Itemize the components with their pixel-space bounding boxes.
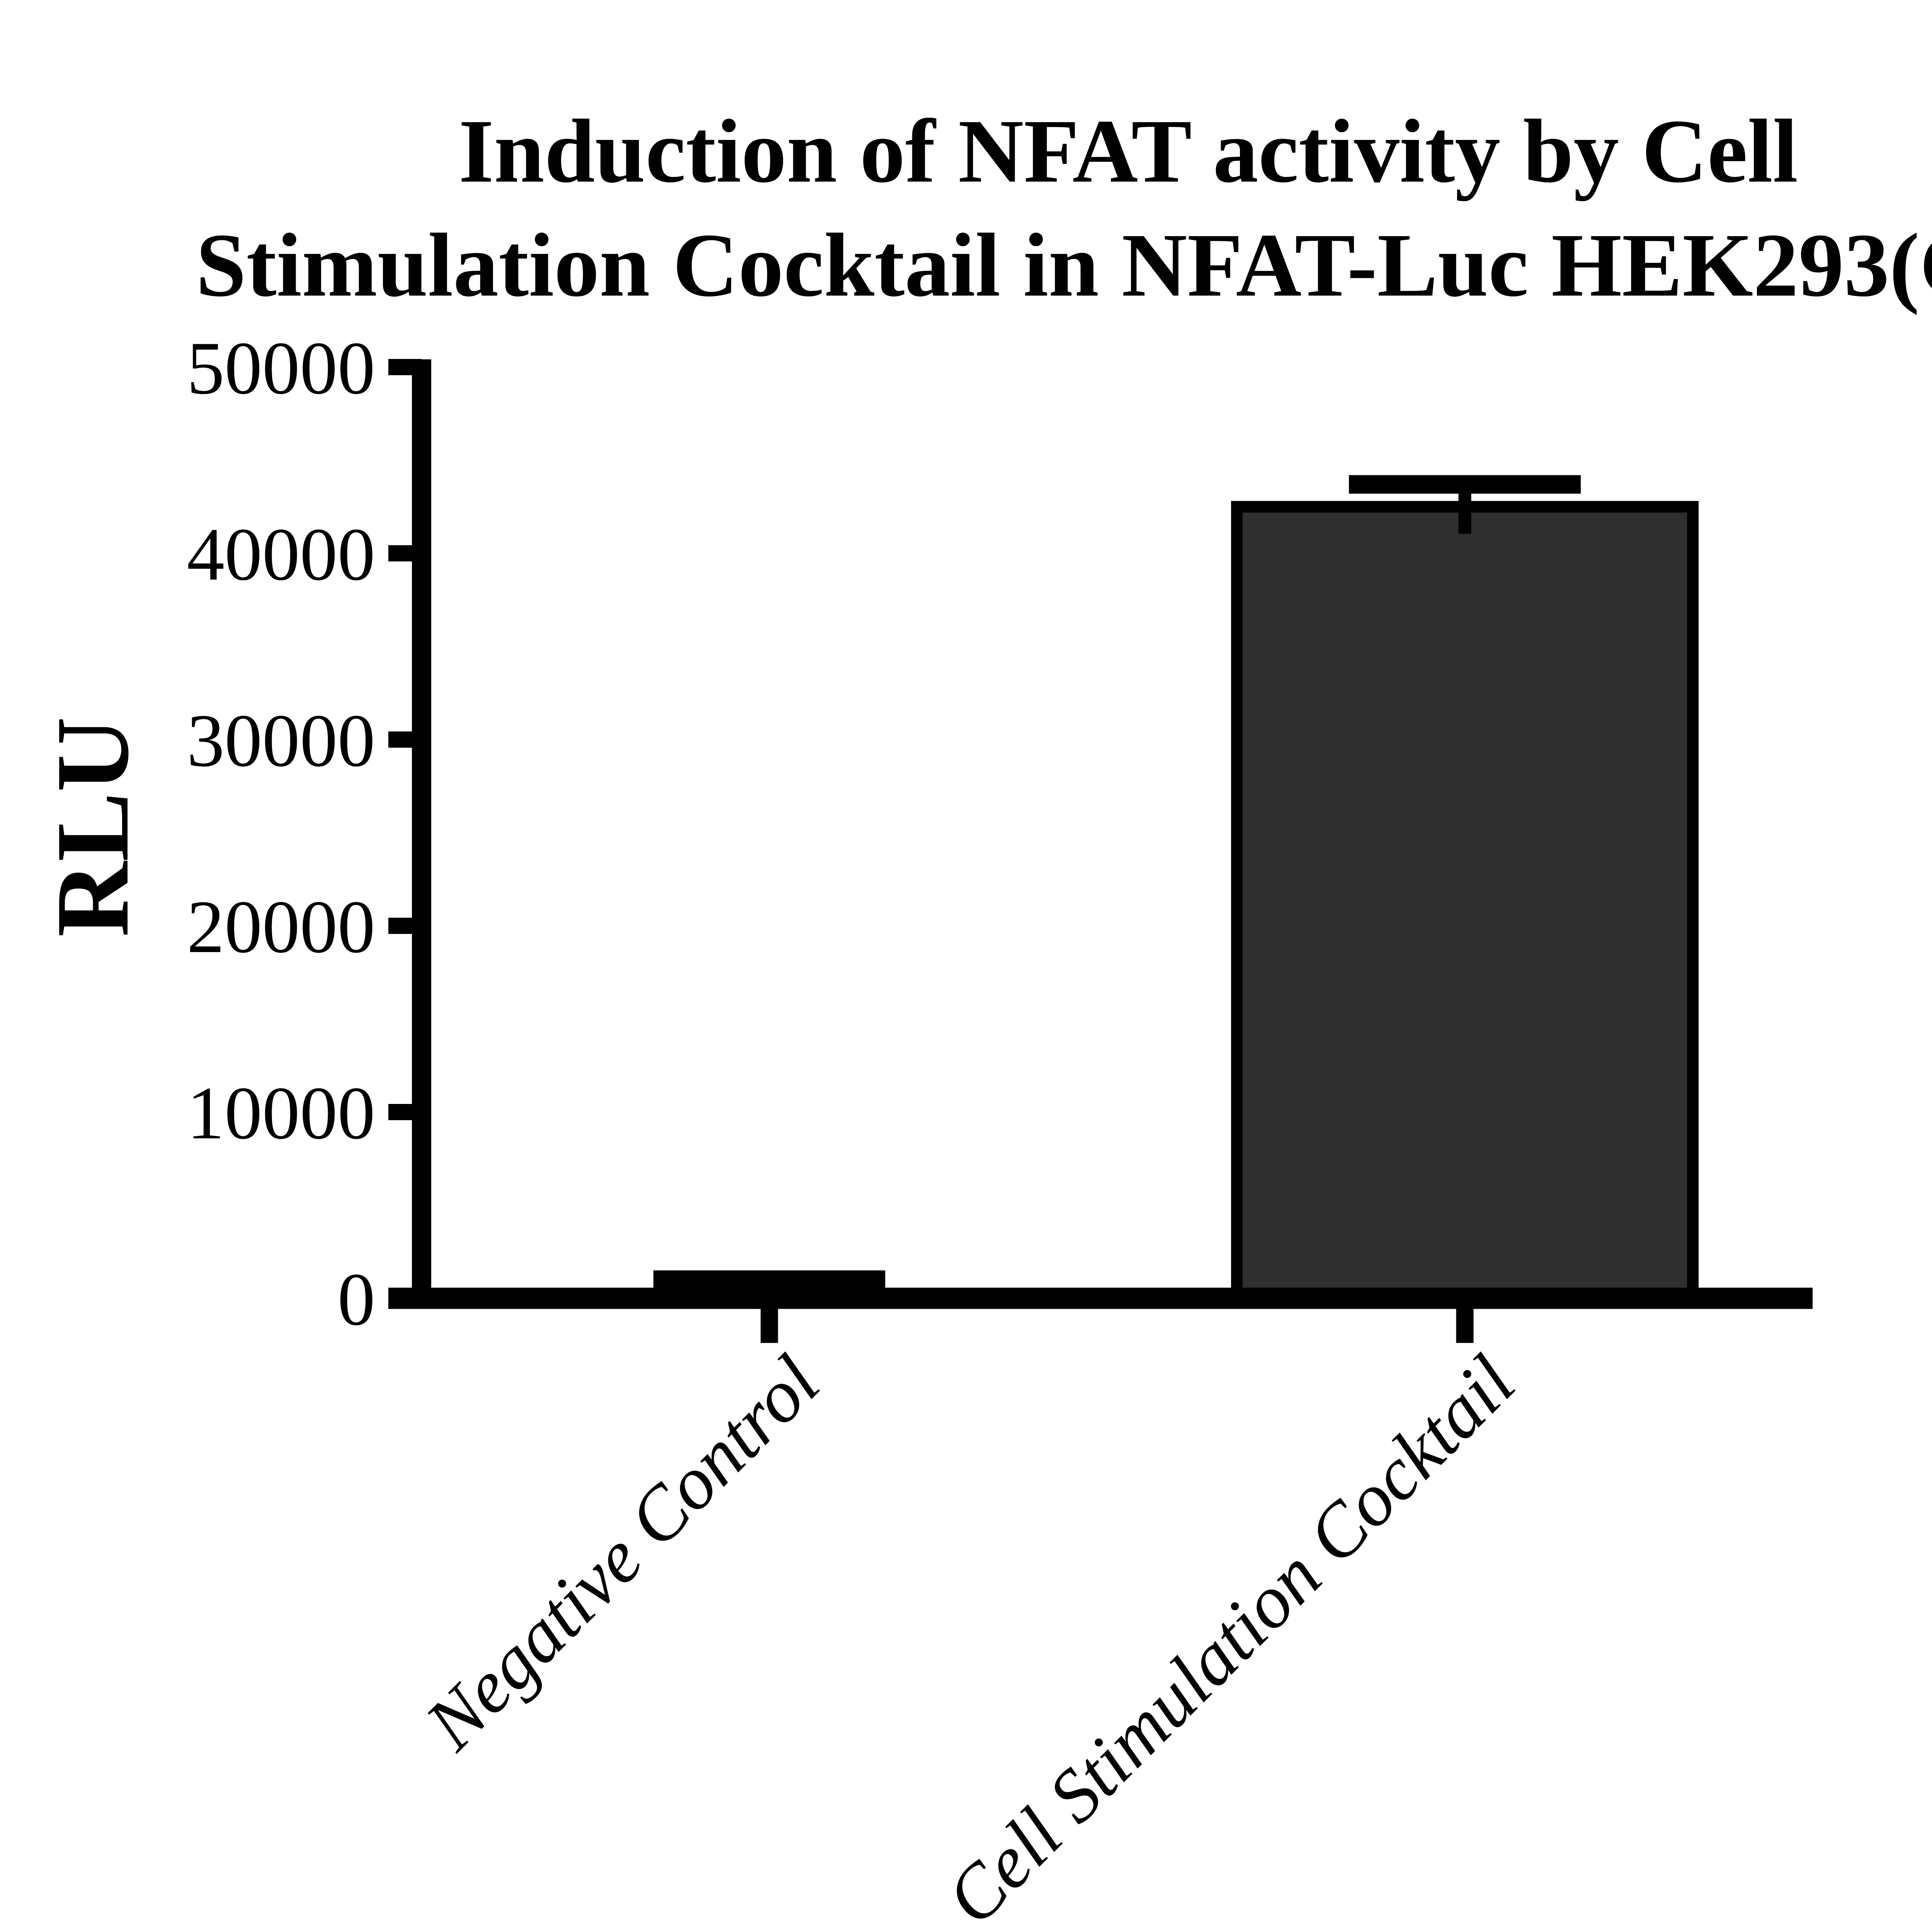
plot-area: 0 10000 20000 30000 40000 50000 Negative Contr… (187, 327, 1813, 1932)
x-category-label-negative-control: Negative Control (409, 1340, 835, 1766)
x-category-label-cell-stimulation-cocktail: Cell Stimulation Cocktail (930, 1340, 1531, 1932)
y-tick-label-30000: 30000 (187, 699, 376, 782)
bar-cell-stimulation-cocktail (1231, 501, 1699, 1304)
y-tick-label-0: 0 (338, 1258, 376, 1341)
y-tick-label-20000: 20000 (187, 885, 376, 969)
y-tick-label-50000: 50000 (187, 327, 376, 410)
y-tick-label-40000: 40000 (187, 513, 376, 596)
y-tick-label-10000: 10000 (187, 1071, 376, 1155)
chart-title-line-2: Stimulation Cocktail in NFAT-Luc HEK293(… (196, 215, 1932, 315)
chart-title-line-1: Induction of NFAT activity by Cell (459, 101, 1798, 201)
y-axis-title: RLU (35, 717, 150, 937)
